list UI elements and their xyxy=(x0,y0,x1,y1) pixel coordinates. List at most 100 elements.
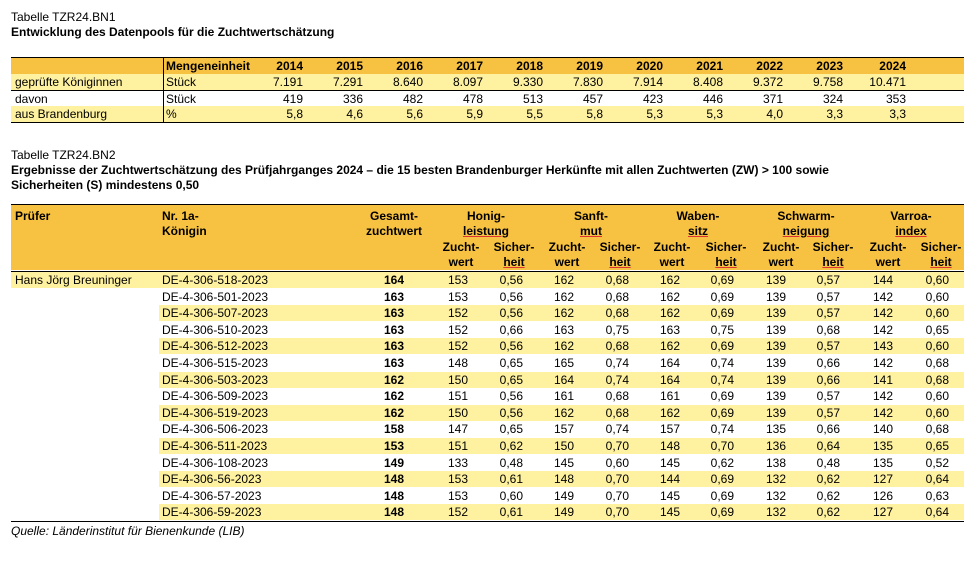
zw-value: 0,68 xyxy=(605,405,629,420)
zw-value: 0,75 xyxy=(605,322,629,337)
zw-value: 0,57 xyxy=(816,289,840,304)
year-header: 2014 xyxy=(276,59,303,73)
header-group-l1: Varroa- xyxy=(890,209,932,223)
header-sicher-l2: heit xyxy=(822,255,844,269)
zw-value: 139 xyxy=(765,389,786,404)
row-value: 9.330 xyxy=(512,75,543,89)
row-value: 8.640 xyxy=(392,75,423,89)
zw-value: 0,62 xyxy=(816,488,840,503)
zw-value: 0,60 xyxy=(925,389,949,404)
zw-value: 133 xyxy=(447,455,468,470)
header-zucht-l1: Zucht- xyxy=(442,240,480,254)
header-gesamt-line2: zuchtwert xyxy=(365,224,422,238)
header-zucht-l2: wert xyxy=(875,255,901,269)
zw-value: 0,66 xyxy=(816,356,840,370)
gesamtzuchtwert-value: 164 xyxy=(383,273,404,287)
header-zucht-l1: Zucht- xyxy=(869,240,907,254)
row-label: geprüfte Königinnen xyxy=(15,75,123,89)
table-row: DE-4-306-56-2023 148 153 0,61 148 0,70 144 0,69… xyxy=(11,471,964,488)
gesamtzuchtwert-value: 163 xyxy=(383,356,404,370)
row-value: 457 xyxy=(582,92,603,106)
zw-value: 164 xyxy=(553,372,574,387)
row-value: 5,3 xyxy=(646,107,663,121)
zw-value: 0,65 xyxy=(925,439,949,453)
table-row: Hans Jörg Breuninger DE-4-306-518-2023 164… xyxy=(11,272,964,288)
zw-value: 161 xyxy=(553,389,574,404)
pruefer-empty-cell xyxy=(11,404,159,421)
row-value: 5,5 xyxy=(526,107,543,121)
header-sicher-l2: heit xyxy=(715,255,737,269)
zw-value: 0,62 xyxy=(816,505,840,520)
table1-row: aus Brandenburg% 5,8 4,6 5,6 5,9 5,5 5,8 5,3 5,3… xyxy=(11,106,964,123)
zw-value: 0,68 xyxy=(605,339,629,354)
gesamtzuchtwert-value: 148 xyxy=(383,472,404,487)
zw-value: 0,64 xyxy=(925,472,949,487)
table2-title-line2: Sicherheiten (S) mindestens 0,50 xyxy=(11,178,200,192)
row-value: 7.914 xyxy=(632,75,663,89)
zw-value: 157 xyxy=(553,422,574,437)
header-zucht-l2: wert xyxy=(768,255,794,269)
zw-value: 0,69 xyxy=(710,389,734,404)
zw-value: 153 xyxy=(447,472,468,487)
header-group-l2: leistung xyxy=(462,224,509,238)
zw-value: 162 xyxy=(659,405,680,420)
koenigin-id: DE-4-306-518-2023 xyxy=(162,273,269,287)
zw-value: 0,65 xyxy=(925,322,949,337)
zw-value: 145 xyxy=(659,505,680,520)
koenigin-id: DE-4-306-519-2023 xyxy=(162,405,269,420)
pruefer-empty-cell xyxy=(11,471,159,488)
year-header: 2016 xyxy=(396,59,423,73)
year-header: 2024 xyxy=(879,59,906,73)
zw-value: 0,62 xyxy=(816,472,840,487)
zw-value: 0,61 xyxy=(499,505,523,520)
zw-value: 152 xyxy=(447,339,468,354)
koenigin-id: DE-4-306-503-2023 xyxy=(162,372,269,387)
header-group-l1: Sanft- xyxy=(574,209,608,223)
header-pruefer: Prüfer xyxy=(15,209,51,223)
zw-value: 0,68 xyxy=(605,306,629,321)
pruefer-empty-cell xyxy=(11,305,159,322)
year-header: 2023 xyxy=(816,59,843,73)
zw-value: 0,69 xyxy=(710,488,734,503)
zw-value: 163 xyxy=(553,322,574,337)
year-header: 2019 xyxy=(576,59,603,73)
zw-value: 161 xyxy=(659,389,680,404)
header-gesamt-line1: Gesamt- xyxy=(369,209,419,223)
koenigin-id: DE-4-306-507-2023 xyxy=(162,306,269,321)
zw-value: 0,56 xyxy=(499,273,523,287)
row-value: 446 xyxy=(702,92,723,106)
zw-value: 152 xyxy=(447,322,468,337)
zw-value: 150 xyxy=(553,439,574,453)
row-value: 3,3 xyxy=(889,107,906,121)
zw-value: 0,66 xyxy=(816,372,840,387)
zw-value: 0,74 xyxy=(710,372,734,387)
zw-value: 145 xyxy=(553,455,574,470)
zw-value: 0,74 xyxy=(605,422,629,437)
row-value: 478 xyxy=(462,92,483,106)
koenigin-id: DE-4-306-512-2023 xyxy=(162,339,269,354)
zw-value: 152 xyxy=(447,505,468,520)
koenigin-id: DE-4-306-501-2023 xyxy=(162,289,269,304)
zw-value: 136 xyxy=(765,439,786,453)
zw-value: 162 xyxy=(659,306,680,321)
zw-value: 157 xyxy=(659,422,680,437)
table2-title-line1: Ergebnisse der Zuchtwertschätzung des Pr… xyxy=(11,163,829,177)
table1-header-row: Mengeneinheit 2014 2015 2016 2017 2018 2019 202… xyxy=(11,57,964,74)
header-divider xyxy=(11,271,964,272)
gesamtzuchtwert-value: 148 xyxy=(383,505,404,520)
zw-value: 139 xyxy=(765,289,786,304)
koenigin-id: DE-4-306-515-2023 xyxy=(162,356,269,370)
zw-value: 162 xyxy=(553,339,574,354)
zw-value: 0,68 xyxy=(925,422,949,437)
header-group-l2: neigung xyxy=(782,224,830,238)
zw-value: 162 xyxy=(659,273,680,287)
header-group-l2: sitz xyxy=(687,224,708,238)
zw-value: 147 xyxy=(447,422,468,437)
zw-value: 138 xyxy=(765,455,786,470)
row-value: 7.830 xyxy=(572,75,603,89)
zw-value: 142 xyxy=(872,356,893,370)
koenigin-id: DE-4-306-510-2023 xyxy=(162,322,269,337)
table-row: DE-4-306-501-2023 163 153 0,56 162 0,68 162 0,6… xyxy=(11,289,964,305)
header-sicher-l2: heit xyxy=(609,255,631,269)
zw-value: 165 xyxy=(553,356,574,370)
